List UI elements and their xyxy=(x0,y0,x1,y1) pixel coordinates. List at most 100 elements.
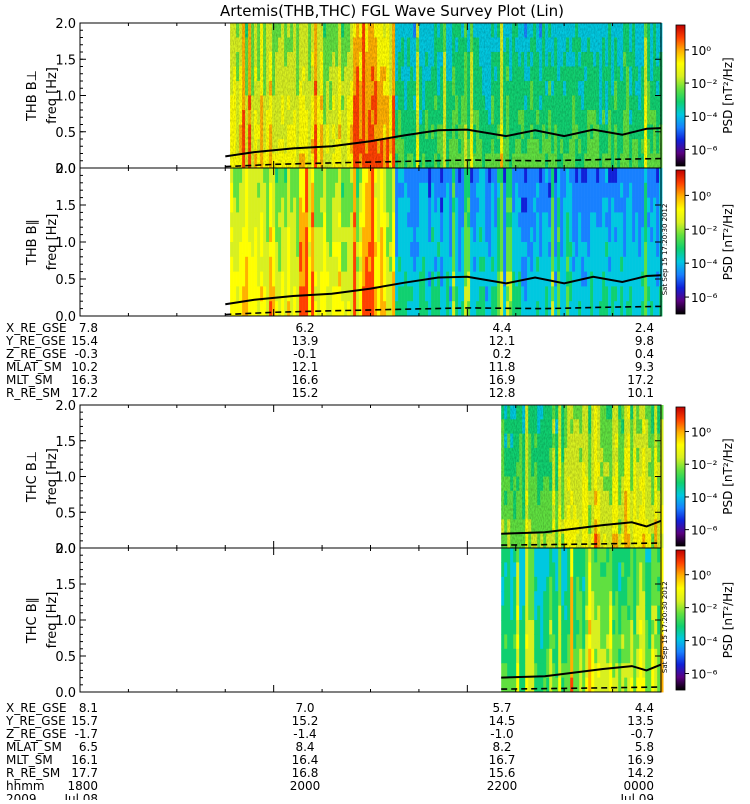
ephemeris-value: 1800 xyxy=(67,779,98,793)
ephemeris-value: 17.2 xyxy=(71,386,98,400)
colorbar-tick-label: 10⁻⁴ xyxy=(691,635,718,649)
colorbar-tick-label: 10⁻⁴ xyxy=(691,110,718,124)
spectrogram-cell xyxy=(660,620,664,635)
y-tick-label: 1.0 xyxy=(55,236,76,251)
ephemeris-value: -0.1 xyxy=(293,347,316,361)
ephemeris-value: 7.0 xyxy=(295,701,314,715)
ephemeris-value: 7.8 xyxy=(79,321,98,335)
ephemeris-value: -0.7 xyxy=(631,727,654,741)
ephemeris-value: 16.6 xyxy=(292,373,319,387)
ephemeris-value: 15.7 xyxy=(71,714,98,728)
ephemeris-value: 4.4 xyxy=(492,321,511,335)
colorbar-tick-label: 10⁻⁶ xyxy=(691,143,718,157)
solid-frequency-line xyxy=(501,663,662,679)
ephemeris-tables: X_RE_GSE 7.8 6.2 4.4 2.4 Y_RE_GSE 15.4 13.9 12.1… xyxy=(5,321,654,804)
ephemeris-value: 11.8 xyxy=(489,360,516,374)
spectrogram-texture xyxy=(230,23,661,168)
panel-probe-label: THC B∥ xyxy=(25,597,40,644)
spectrogram-cell xyxy=(660,419,664,434)
y-tick-label: 1.5 xyxy=(55,53,76,68)
ephemeris-row-name: X_RE_GSE xyxy=(6,321,67,335)
solid-frequency-line xyxy=(225,127,662,158)
ephemeris-value: 8.4 xyxy=(295,740,314,754)
colorbar-tick-label: 10⁰ xyxy=(691,426,711,440)
ephemeris-row-name: Y_RE_GSE xyxy=(5,714,66,728)
ephemeris-value: Jul 09 xyxy=(619,792,654,800)
colorbar-tick-label: 10⁰ xyxy=(691,569,711,583)
ephemeris-value: 15.4 xyxy=(71,334,98,348)
y-tick-label: 0.5 xyxy=(55,506,76,521)
spectrogram-panels: 0.0 0.5 1.0 1.5 2.0 THB B⊥ freq [Hz] 0.0 0.5 1.0 1… xyxy=(25,17,664,701)
panel-axis-label: freq [Hz] xyxy=(45,67,60,124)
ephemeris-row-name: hhmm xyxy=(6,779,45,793)
ephemeris-value: 16.4 xyxy=(292,753,319,767)
colorbar-tick-label: 10⁰ xyxy=(691,189,711,203)
panel-probe-label: THB B∥ xyxy=(25,219,40,266)
spectrogram-texture xyxy=(230,168,661,316)
ephemeris-row-name: Y_RE_GSE xyxy=(5,334,66,348)
colorbar-gradient xyxy=(675,406,686,547)
ephemeris-value: -1.0 xyxy=(490,727,513,741)
ephemeris-row-name: 2009 xyxy=(6,792,37,800)
ephemeris-row-name: MLT_SM xyxy=(6,373,53,387)
ephemeris-value: 14.5 xyxy=(489,714,516,728)
colorbar-label: PSD [nT²/Hz] xyxy=(721,438,735,514)
colorbar-gradient xyxy=(675,169,686,315)
spectrogram-cell xyxy=(660,462,664,477)
spectrogram-panel-thb-0: 0.0 0.5 1.0 1.5 2.0 THB B⊥ freq [Hz] xyxy=(25,17,663,177)
spectrogram-cell xyxy=(660,405,664,420)
spectrogram-cell xyxy=(660,562,664,578)
spectrogram-panel-thc-3: 0.0 0.5 1.0 1.5 2.0 THC B∥ freq [Hz] xyxy=(25,542,664,701)
ephemeris-value: 14.2 xyxy=(627,766,654,780)
ephemeris-value: 13.5 xyxy=(627,714,654,728)
ephemeris-value: 4.4 xyxy=(635,701,654,715)
colorbar-label: PSD [nT²/Hz] xyxy=(721,582,735,658)
y-tick-label: 2.0 xyxy=(55,17,76,32)
ephemeris-value: -1.4 xyxy=(293,727,316,741)
solid-frequency-line xyxy=(225,274,662,306)
y-tick-label: 1.5 xyxy=(55,435,76,450)
ephemeris-value: 17.2 xyxy=(627,373,654,387)
y-tick-label: 0.0 xyxy=(55,162,76,177)
colorbar-tick-label: 10⁻² xyxy=(691,602,718,616)
y-tick-label: 1.5 xyxy=(55,199,76,214)
spectrogram-cell xyxy=(660,663,664,678)
ephemeris-value: 16.7 xyxy=(489,753,516,767)
ephemeris-value: 16.3 xyxy=(71,373,98,387)
y-tick-label: 1.0 xyxy=(55,471,76,486)
colorbar-gradient xyxy=(675,24,686,167)
y-tick-label: 1.0 xyxy=(55,614,76,629)
ephemeris-value: 5.7 xyxy=(492,701,511,715)
ephemeris-value: 8.1 xyxy=(79,701,98,715)
y-tick-label: 0.0 xyxy=(55,686,76,701)
ephemeris-value: 8.2 xyxy=(492,740,511,754)
solid-frequency-line xyxy=(501,519,662,535)
ephemeris-value: 12.8 xyxy=(489,386,516,400)
y-tick-label: 0.0 xyxy=(55,542,76,557)
colorbar-gradient xyxy=(675,549,686,691)
panel-axis-label: freq [Hz] xyxy=(45,214,60,271)
colorbar-label: PSD [nT²/Hz] xyxy=(721,57,735,133)
spectrogram-cell xyxy=(660,433,664,449)
ephemeris-row-name: MLAT_SM xyxy=(6,360,62,374)
ephemeris-value: 16.9 xyxy=(489,373,516,387)
spectrogram-cell xyxy=(660,605,664,621)
ephemeris-value: -1.7 xyxy=(75,727,98,741)
plot-stamp: Sat Sep 15 17:20:30 2012 xyxy=(661,204,669,296)
colorbar-tick-label: 10⁻⁶ xyxy=(691,291,718,305)
spectrogram-texture xyxy=(501,405,661,548)
ephemeris-row-name: Z_RE_GSE xyxy=(6,347,67,361)
ephemeris-value: Jul 08 xyxy=(63,792,98,800)
ephemeris-row-name: X_RE_GSE xyxy=(6,701,67,715)
ephemeris-row-name: MLAT_SM xyxy=(6,740,62,754)
colorbar-tick-label: 10⁻² xyxy=(691,223,718,237)
ephemeris-value: 0.4 xyxy=(635,347,654,361)
spectrogram-cell xyxy=(660,490,664,506)
ephemeris-value: -0.3 xyxy=(75,347,98,361)
spectrogram-cell xyxy=(660,591,664,606)
